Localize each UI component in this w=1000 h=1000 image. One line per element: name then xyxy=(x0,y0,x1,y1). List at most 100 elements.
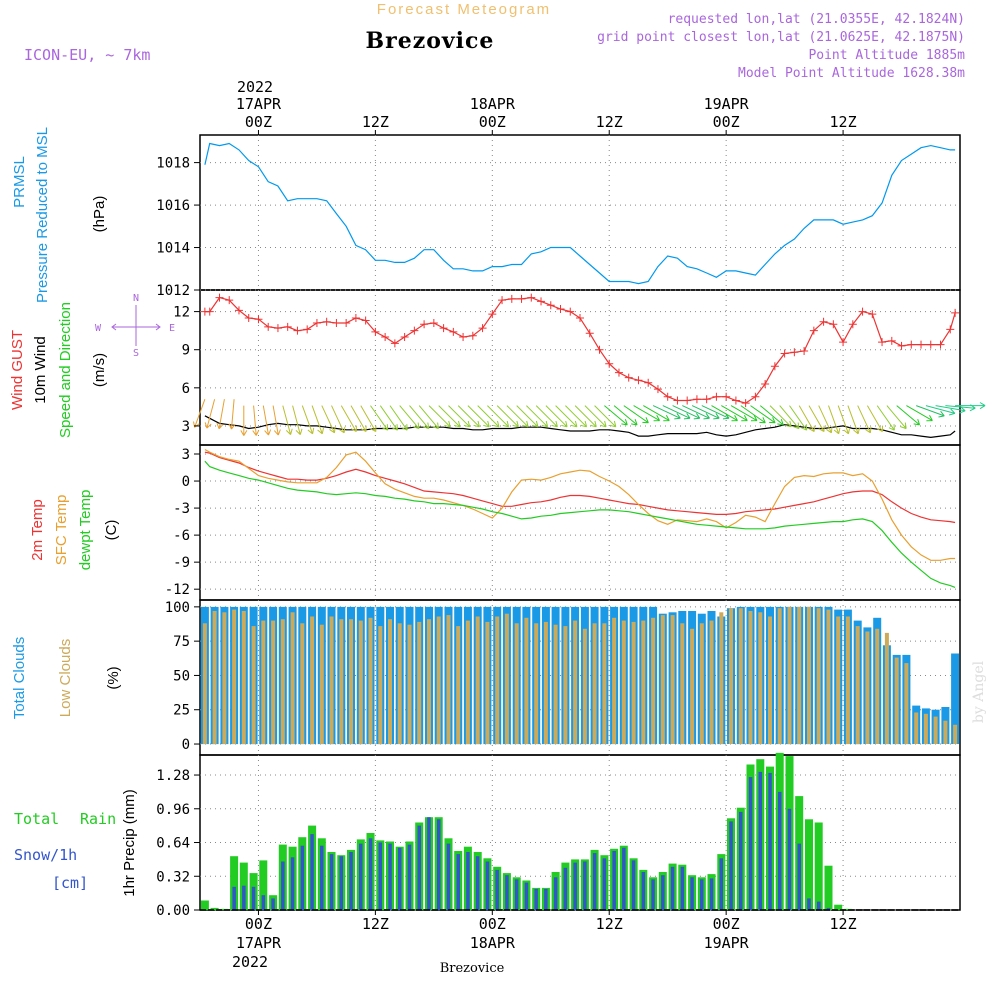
wind-direction-arrow xyxy=(204,399,216,429)
point-altitude: Point Altitude 1885m xyxy=(808,48,965,63)
low-cloud-bar xyxy=(504,613,509,744)
snow-bar xyxy=(339,856,343,910)
gust-marker xyxy=(868,310,877,319)
wind-direction-arrow xyxy=(496,405,519,428)
low-cloud-bar xyxy=(271,620,276,745)
low-cloud-bar xyxy=(495,616,500,745)
gust-marker xyxy=(556,305,565,314)
low-cloud-bar xyxy=(212,611,217,745)
gust-marker xyxy=(926,340,935,349)
wind-direction-arrow xyxy=(857,405,872,434)
wind-direction-arrow xyxy=(565,405,588,428)
low-cloud-bar xyxy=(456,626,461,745)
gust-marker xyxy=(809,326,818,335)
low-cloud-bar xyxy=(865,631,870,744)
wind-direction-arrow xyxy=(721,405,748,422)
snow-bar xyxy=(251,886,256,910)
gust-marker xyxy=(342,319,351,328)
snow-bar xyxy=(534,888,538,910)
snow-bar xyxy=(641,872,646,910)
gust-marker xyxy=(527,293,536,302)
wind-direction-arrow xyxy=(896,405,921,426)
low-cloud-bar xyxy=(836,616,841,745)
pressure-unit: (hPa) xyxy=(91,196,108,233)
snow-bar xyxy=(417,825,421,910)
snow-bar xyxy=(300,845,305,910)
low-cloud-bar xyxy=(602,623,607,744)
low-cloud-bar xyxy=(407,624,412,744)
snow-bar xyxy=(475,856,480,910)
gust-marker xyxy=(371,327,380,336)
low-cloud-bar xyxy=(953,724,958,744)
low-cloud-bar xyxy=(300,623,305,744)
compass-south: S xyxy=(133,348,139,359)
compass-east: E xyxy=(169,323,175,334)
temp-panel-frame xyxy=(199,444,961,601)
y-tick-label: 0 xyxy=(182,737,190,753)
wind-direction-arrow xyxy=(506,405,529,428)
gust-marker xyxy=(498,296,507,305)
y-tick-label: 25 xyxy=(173,703,190,719)
snow-bar xyxy=(466,852,470,910)
wind-panel-frame xyxy=(199,289,961,446)
low-cloud-bar xyxy=(631,621,636,744)
wind-direction-arrow xyxy=(252,405,260,436)
wind-direction-arrow xyxy=(399,405,420,430)
gust-marker xyxy=(303,325,312,334)
precip-unit: 1hr Precip (mm) xyxy=(121,789,138,897)
low-cloud-bar xyxy=(475,616,480,745)
precip-rain-label: Rain xyxy=(80,810,116,828)
series-layer xyxy=(193,142,986,911)
rain-bar xyxy=(824,865,833,910)
clouds-low-label: Low Clouds xyxy=(57,639,74,717)
low-cloud-bar xyxy=(719,612,724,744)
low-cloud-bar xyxy=(573,620,578,745)
wind-direction-label: Speed and Direction xyxy=(57,302,74,438)
wind-direction-arrow xyxy=(545,405,568,428)
wind-direction-arrow xyxy=(779,405,800,430)
gust-marker xyxy=(537,297,546,306)
snow-bar xyxy=(583,861,587,910)
top-tick-time: 00Z xyxy=(479,113,506,131)
wind-direction-arrow xyxy=(672,405,701,420)
station-title: Brezovice xyxy=(366,28,495,54)
gust-marker xyxy=(332,319,341,328)
snow-bar xyxy=(232,886,236,910)
gust-marker xyxy=(429,319,438,328)
snow-bar xyxy=(437,819,441,910)
snow-bar xyxy=(807,898,811,910)
snow-bar xyxy=(485,861,490,910)
gust-marker xyxy=(741,399,750,408)
rain-bar xyxy=(200,900,209,910)
wind-direction-arrow xyxy=(262,405,272,436)
y-tick-label: 1.28 xyxy=(156,768,190,784)
gust-marker xyxy=(595,345,604,354)
gust-marker xyxy=(634,376,643,385)
rain-bar xyxy=(814,822,823,910)
snow-bar xyxy=(329,854,334,910)
low-cloud-bar xyxy=(388,619,392,744)
gust-marker xyxy=(683,396,692,405)
gust-marker xyxy=(712,392,721,401)
low-cloud-bar xyxy=(787,606,792,745)
low-cloud-bar xyxy=(582,628,587,744)
gust-marker xyxy=(478,324,487,333)
snow-bar xyxy=(544,888,548,910)
gust-marker xyxy=(283,322,292,331)
snow-bar xyxy=(281,861,285,910)
snow-bar xyxy=(505,875,509,910)
gust-marker xyxy=(517,294,526,303)
low-cloud-bar xyxy=(358,620,363,745)
precip-total-label: Total xyxy=(14,810,59,828)
requested-location: requested lon,lat (21.0355E, 42.1824N) xyxy=(668,12,965,27)
wind-direction-arrow xyxy=(360,405,377,433)
gust-marker xyxy=(878,338,887,347)
snow-bar xyxy=(622,847,626,910)
snow-bar xyxy=(709,878,714,910)
pressure-label-long: Pressure Reduced to MSL xyxy=(34,127,51,303)
temp-2m-label: 2m Temp xyxy=(29,499,46,560)
y-tick-label: 50 xyxy=(173,668,190,684)
gust-marker xyxy=(507,294,516,303)
low-cloud-bar xyxy=(319,624,324,744)
gust-marker xyxy=(468,331,477,340)
